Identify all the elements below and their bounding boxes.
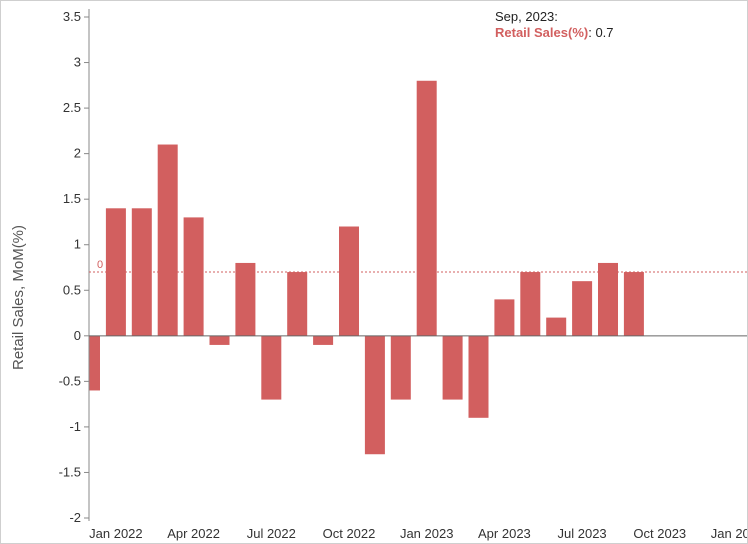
- y-tick-label: 3.5: [63, 9, 81, 24]
- y-tick-label: -0.5: [59, 373, 81, 388]
- y-tick-label: 0.5: [63, 282, 81, 297]
- y-tick-label: 1: [74, 237, 81, 252]
- x-tick-label: Jan 2022: [89, 526, 143, 541]
- y-tick-label: -1: [69, 419, 81, 434]
- x-tick-label: Jul 2023: [558, 526, 607, 541]
- bar-feb-2023[interactable]: [442, 335, 463, 400]
- bar-oct-2022[interactable]: [339, 226, 359, 336]
- x-tick-label: Oct 2022: [323, 526, 376, 541]
- y-tick-label: -2: [69, 510, 81, 525]
- x-tick-label: Apr 2022: [167, 526, 220, 541]
- hover-tooltip: Sep, 2023: Retail Sales(%): 0.7: [495, 9, 614, 41]
- x-tick-label: Oct 2023: [633, 526, 686, 541]
- y-tick-label: 2.5: [63, 100, 81, 115]
- x-tick-label: Jan 2023: [400, 526, 454, 541]
- bar-apr-2023[interactable]: [494, 299, 515, 336]
- bar-aug-2022[interactable]: [287, 272, 308, 336]
- bar-dec-2021[interactable]: [89, 335, 100, 391]
- bar-jul-2023[interactable]: [572, 281, 593, 336]
- bar-jun-2022[interactable]: [235, 262, 256, 336]
- y-tick-label: 2: [74, 146, 81, 161]
- bar-apr-2022[interactable]: [183, 217, 204, 336]
- tooltip-row: Retail Sales(%): 0.7: [495, 25, 614, 41]
- bar-may-2023[interactable]: [520, 272, 541, 336]
- bar-dec-2022[interactable]: [390, 335, 411, 400]
- bar-jan-2023[interactable]: [416, 80, 437, 336]
- bar-jun-2023[interactable]: [546, 317, 567, 336]
- bar-may-2022[interactable]: [209, 335, 230, 345]
- bar-nov-2022[interactable]: [364, 335, 385, 455]
- y-tick-label: 1.5: [63, 191, 81, 206]
- x-tick-label: Apr 2023: [478, 526, 531, 541]
- tooltip-value: 0.7: [595, 25, 614, 40]
- bar-sep-2022[interactable]: [313, 335, 334, 345]
- bar-jan-2022[interactable]: [105, 208, 126, 336]
- y-axis-title: Retail Sales, MoM(%): [10, 225, 27, 370]
- tooltip-date: Sep, 2023:: [495, 9, 558, 24]
- y-tick-label: -1.5: [59, 464, 81, 479]
- tooltip-separator: :: [588, 25, 592, 40]
- bar-mar-2022[interactable]: [157, 144, 178, 336]
- reference-line-label: 0: [97, 259, 103, 271]
- bar-jul-2022[interactable]: [261, 335, 282, 400]
- bar-aug-2023[interactable]: [598, 262, 618, 336]
- y-tick-label: 3: [74, 55, 81, 70]
- y-tick-label: 0: [74, 328, 81, 343]
- tooltip-series-name: Retail Sales(%): [495, 25, 589, 40]
- x-tick-label: Jan 2024: [711, 526, 747, 541]
- bar-mar-2023[interactable]: [468, 335, 489, 418]
- x-tick-label: Jul 2022: [247, 526, 296, 541]
- bar-sep-2023[interactable]: [623, 272, 644, 336]
